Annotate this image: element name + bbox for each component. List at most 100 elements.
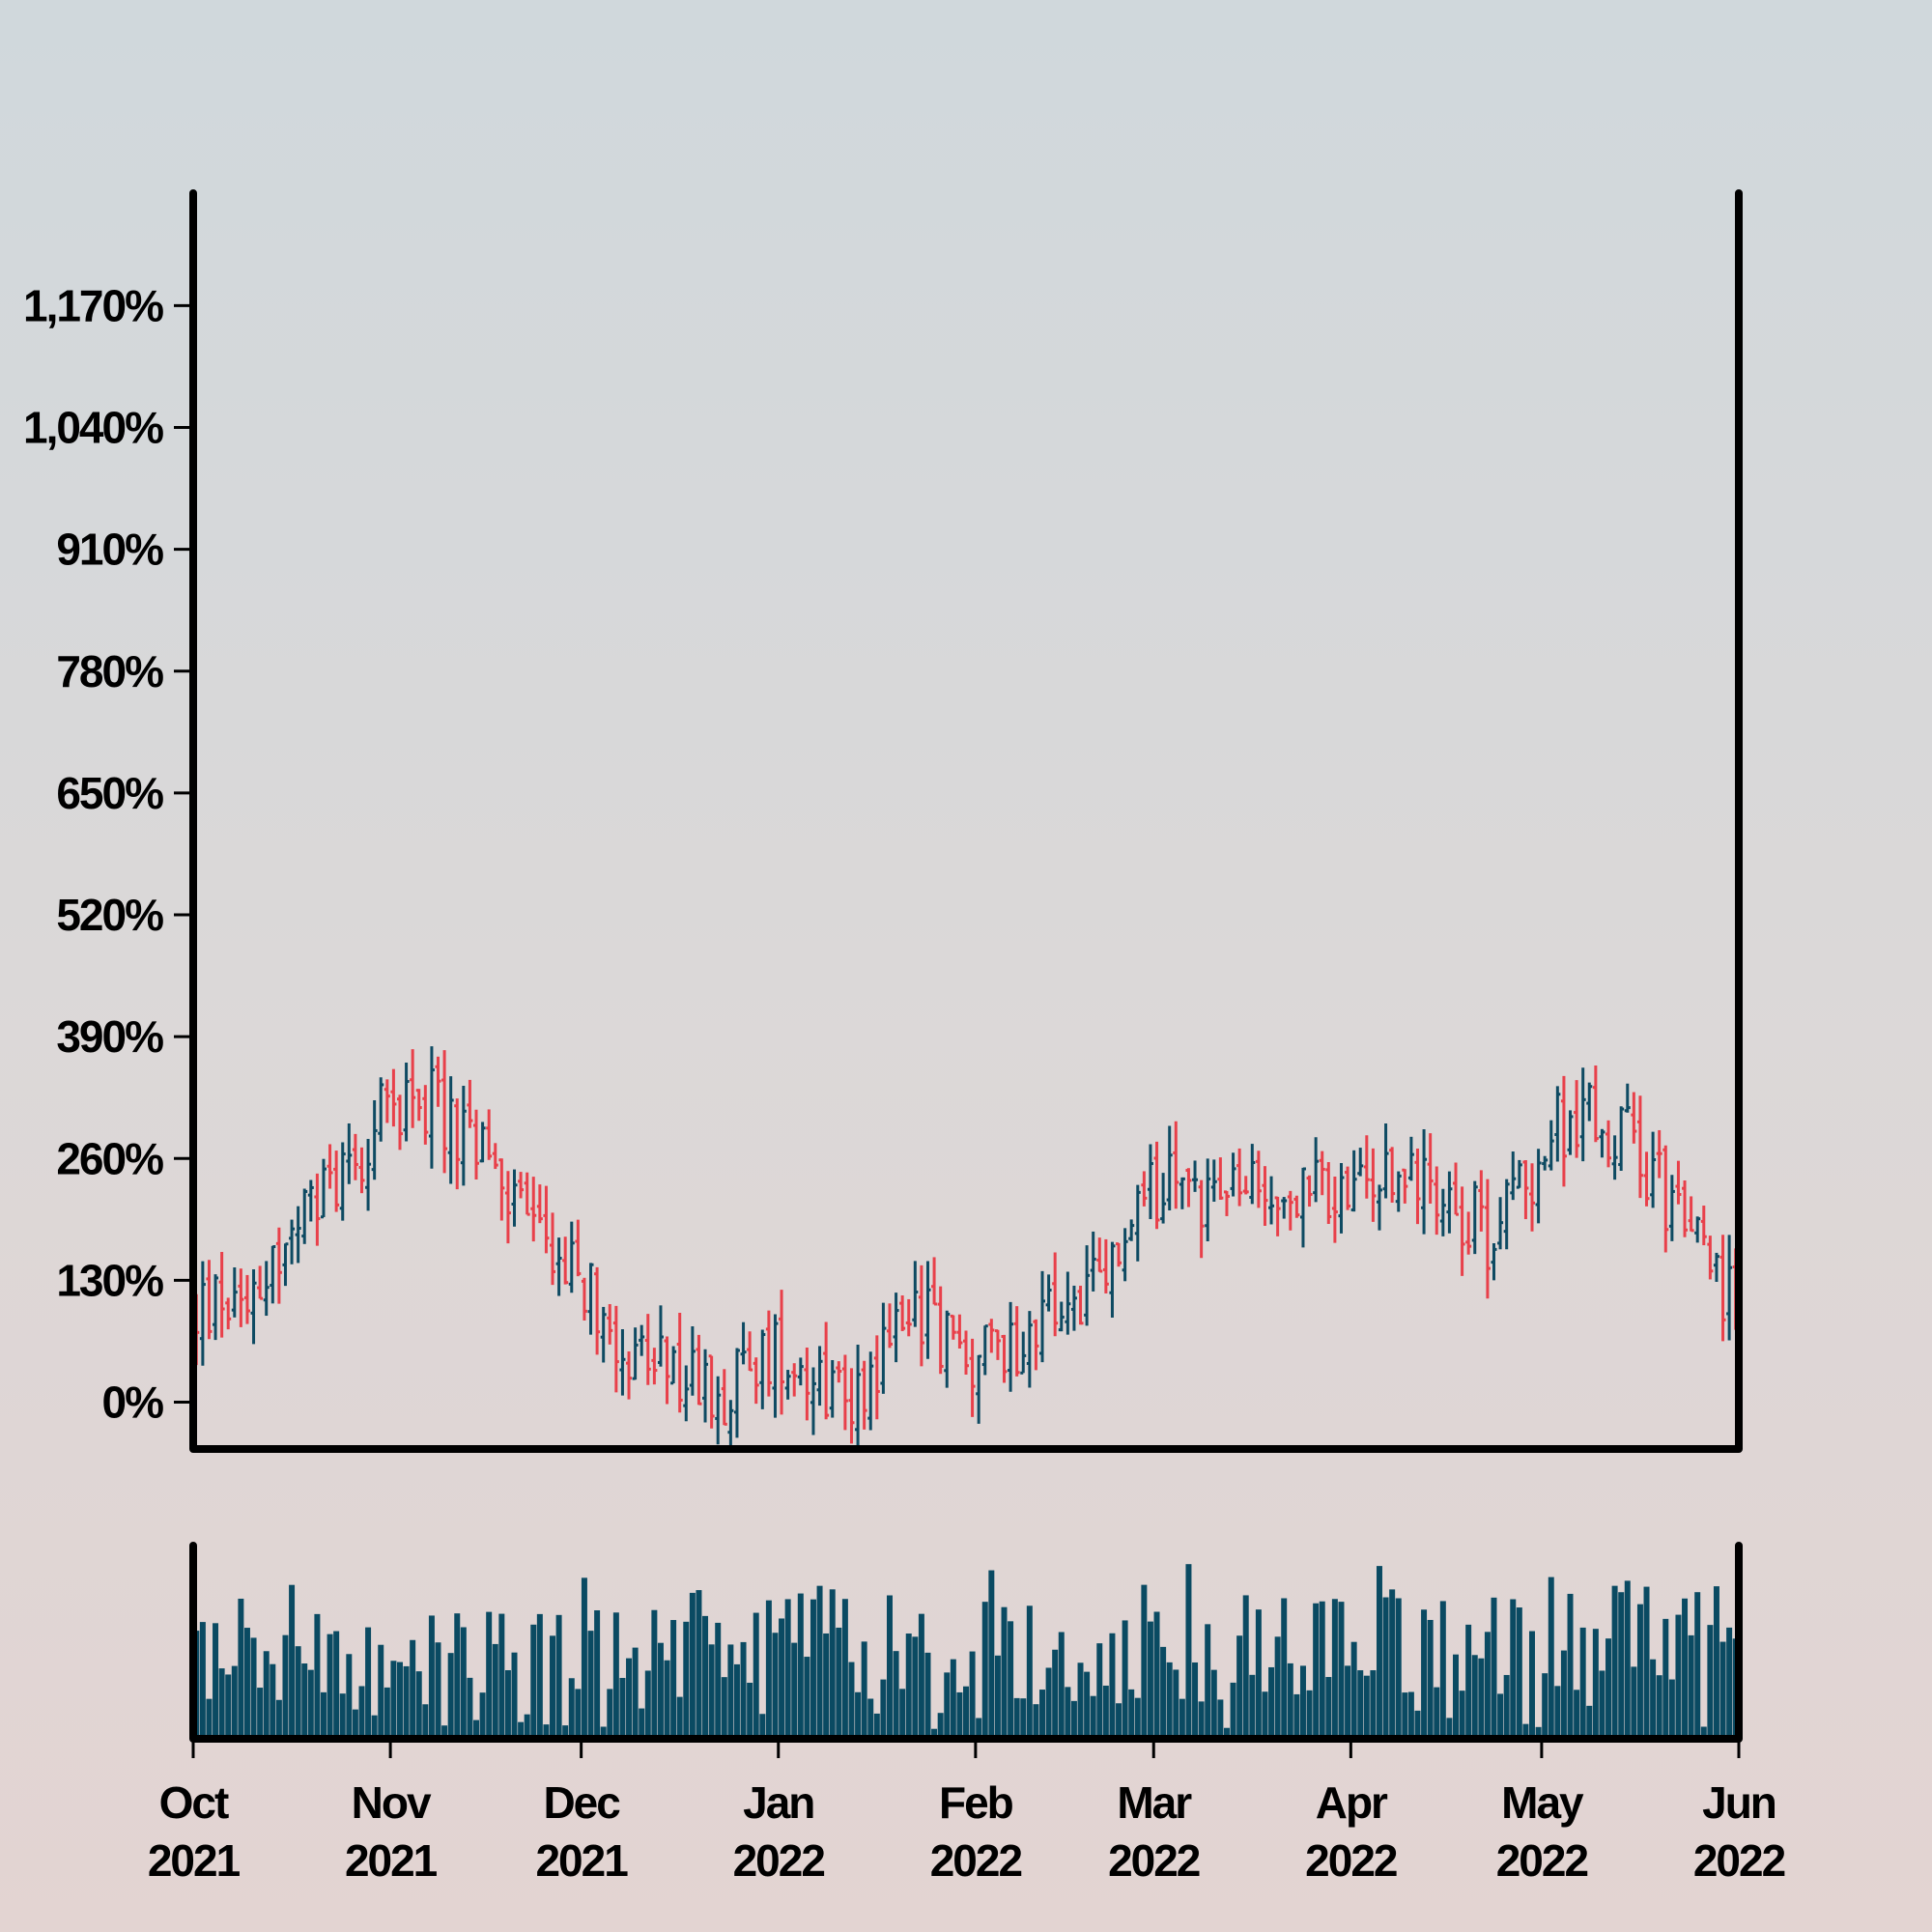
- ohlc-bar: [689, 1326, 696, 1396]
- volume-bar: [524, 1714, 530, 1739]
- volume-bar: [1293, 1693, 1300, 1739]
- x-tick-label-year: 2022: [1108, 1835, 1200, 1886]
- volume-bar: [639, 1708, 645, 1739]
- ohlc-bar: [307, 1179, 314, 1222]
- ohlc-bar: [1636, 1095, 1643, 1199]
- ohlc-bar: [1574, 1080, 1580, 1158]
- ohlc-bar: [1414, 1149, 1421, 1225]
- ohlc-bar: [855, 1344, 862, 1449]
- volume-bar: [1535, 1726, 1542, 1739]
- volume-bar: [1389, 1589, 1396, 1739]
- volume-bar: [1503, 1674, 1510, 1739]
- volume-bar: [1656, 1675, 1662, 1739]
- volume-bar: [823, 1633, 830, 1739]
- ohlc-bar: [358, 1147, 365, 1194]
- ohlc-bar: [715, 1376, 722, 1445]
- ohlc-bar: [1122, 1228, 1128, 1282]
- ohlc-bar: [708, 1354, 715, 1429]
- volume-bar: [581, 1577, 587, 1739]
- volume-bar: [1675, 1614, 1682, 1739]
- volume-bar: [1382, 1597, 1389, 1739]
- volume-bar: [702, 1615, 709, 1739]
- volume-bar: [555, 1614, 562, 1739]
- volume-bar: [410, 1639, 416, 1739]
- volume-bar: [1319, 1601, 1325, 1739]
- ohlc-bar: [976, 1354, 982, 1424]
- volume-bar: [435, 1642, 441, 1739]
- volume-bar: [243, 1628, 250, 1739]
- y-tick-label: 0%: [102, 1377, 164, 1427]
- ohlc-bar: [1058, 1301, 1065, 1332]
- volume-bar: [1363, 1675, 1370, 1739]
- x-tick-label-month: Dec: [543, 1777, 620, 1828]
- x-tick-label-year: 2021: [345, 1835, 438, 1886]
- ohlc-bar: [607, 1304, 613, 1345]
- ohlc-bar: [612, 1305, 619, 1393]
- ohlc-bar: [371, 1100, 378, 1180]
- volume-bar: [1045, 1667, 1052, 1739]
- ohlc-bar: [365, 1139, 372, 1211]
- ohlc-bar: [314, 1173, 321, 1246]
- volume-bar: [841, 1599, 848, 1739]
- volume-bar: [816, 1585, 823, 1739]
- volume-bar: [473, 1719, 479, 1739]
- ohlc-bar: [1255, 1151, 1262, 1208]
- volume-bar: [829, 1589, 836, 1739]
- volume-bar: [1281, 1598, 1288, 1739]
- ohlc-bar: [524, 1172, 530, 1216]
- ohlc-bar: [1675, 1160, 1682, 1205]
- ohlc-bar: [435, 1056, 441, 1107]
- ohlc-bar: [873, 1335, 880, 1420]
- ohlc-bar: [1427, 1133, 1434, 1205]
- volume-bar: [530, 1624, 537, 1739]
- volume-bar: [231, 1665, 238, 1739]
- ohlc-bar: [1096, 1237, 1103, 1273]
- y-tick-label: 520%: [56, 890, 163, 940]
- volume-bar: [263, 1651, 270, 1739]
- volume-bar: [1668, 1679, 1675, 1739]
- volume-bar: [626, 1658, 633, 1739]
- ohlc-bar: [988, 1319, 995, 1353]
- ohlc-bar: [1707, 1236, 1714, 1280]
- volume-bar: [1084, 1671, 1091, 1739]
- volume-bar: [1255, 1609, 1262, 1739]
- volume-bar: [683, 1621, 690, 1739]
- ohlc-bar: [632, 1327, 639, 1380]
- ohlc-bar: [225, 1297, 232, 1330]
- ohlc-bar: [1650, 1131, 1657, 1208]
- ohlc-bar: [1402, 1168, 1408, 1204]
- volume-bar: [657, 1642, 664, 1739]
- ohlc-bar: [415, 1089, 422, 1122]
- volume-bar: [428, 1615, 435, 1739]
- ohlc-bar: [626, 1350, 633, 1400]
- ohlc-bar: [981, 1324, 988, 1376]
- ohlc-bar: [1128, 1219, 1135, 1241]
- volume-bar: [696, 1590, 702, 1739]
- ohlc-bar: [1370, 1148, 1377, 1222]
- ohlc-bar: [1242, 1176, 1249, 1195]
- volume-bar: [295, 1646, 301, 1739]
- volume-bar: [543, 1724, 550, 1739]
- ohlc-bar: [289, 1219, 296, 1264]
- volume-bar: [810, 1599, 816, 1739]
- volume-bar: [1122, 1620, 1128, 1739]
- ohlc-bar: [498, 1158, 505, 1221]
- ohlc-bar: [816, 1346, 823, 1406]
- volume-bar: [275, 1699, 282, 1739]
- ohlc-bar: [664, 1336, 670, 1405]
- volume-bar: [1453, 1654, 1459, 1739]
- volume-bar: [1102, 1685, 1109, 1739]
- ohlc-bar: [1033, 1319, 1039, 1371]
- volume-bar: [352, 1709, 358, 1739]
- volume-bar: [759, 1714, 766, 1739]
- y-tick-label: 1,040%: [23, 403, 163, 453]
- volume-bar: [218, 1668, 225, 1739]
- ohlc-bar: [1331, 1177, 1338, 1243]
- volume-bar: [1058, 1632, 1065, 1739]
- volume-bar: [779, 1618, 785, 1739]
- volume-bar: [1542, 1673, 1548, 1739]
- volume-bar: [1465, 1624, 1472, 1739]
- volume-bar: [447, 1653, 454, 1739]
- ohlc-bar: [779, 1290, 785, 1415]
- volume-bar: [333, 1631, 340, 1739]
